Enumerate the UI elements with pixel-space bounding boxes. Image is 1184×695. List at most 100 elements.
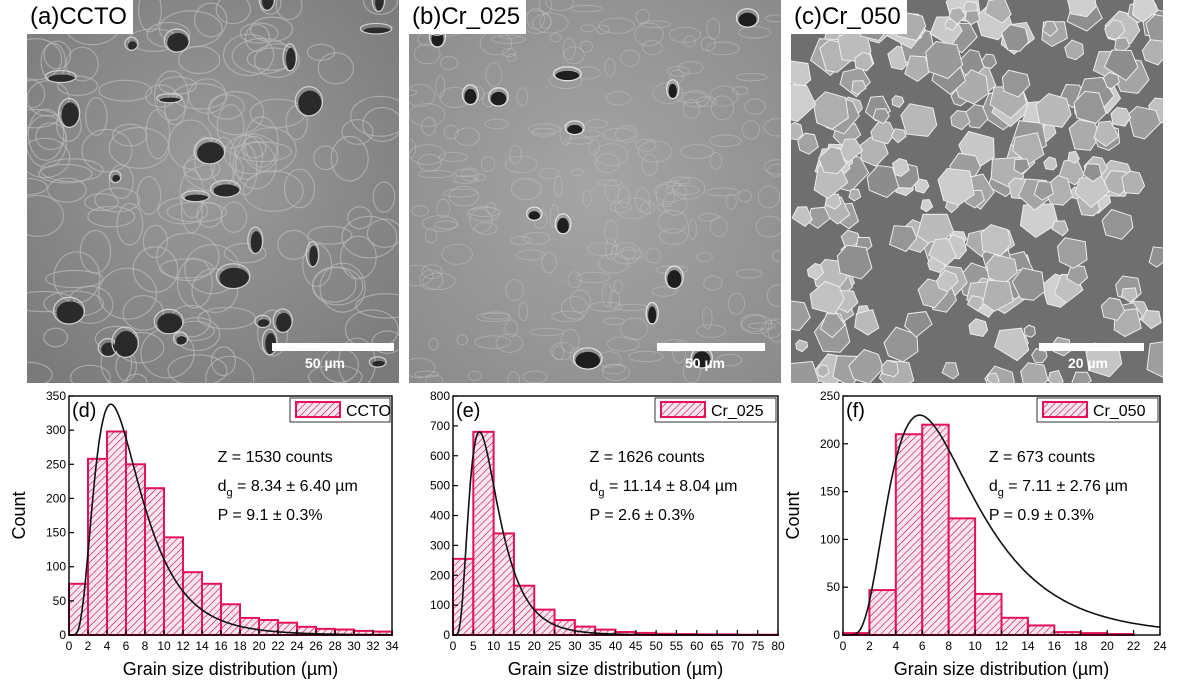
annotation: dg = 11.14 ± 8.04 µm [590, 478, 738, 499]
panel-letter: (d) [72, 400, 96, 422]
y-tick-label: 50 [53, 594, 67, 608]
y-tick-label: 0 [443, 628, 450, 642]
x-tick-label: 22 [1127, 639, 1141, 653]
x-tick-label: 65 [710, 639, 724, 653]
histogram-bar [472, 430, 495, 636]
sem-texture [791, 0, 1163, 383]
y-tick-label: 200 [820, 437, 840, 451]
histogram-bar [1026, 624, 1056, 637]
fit-curve [843, 414, 1161, 636]
histogram-1: 0 5 10 15 20 25 30 35 40 45 50 55 60 65 70 75 8001002003… [430, 389, 785, 679]
x-tick-label: 70 [731, 639, 745, 653]
x-tick-label: 8 [142, 639, 149, 653]
histogram-bar [125, 463, 146, 636]
annotation: dg = 7.11 ± 2.76 µm [989, 478, 1128, 499]
histogram-bar [894, 433, 924, 636]
x-tick-label: 14 [1021, 639, 1035, 653]
sem-image-cr-025: (b)Cr_025 50 µm [409, 0, 781, 383]
y-tick-label: 100 [430, 598, 450, 612]
fit-curve [69, 403, 392, 636]
y-tick-label: 150 [820, 485, 840, 499]
x-tick-label: 20 [252, 639, 266, 653]
annotation: P = 2.6 ± 0.3% [590, 507, 695, 524]
y-tick-label: 400 [430, 509, 450, 523]
y-tick-label: 200 [430, 568, 450, 582]
x-tick-label: 4 [892, 639, 899, 653]
x-tick-label: 35 [589, 639, 603, 653]
x-tick-label: 8 [945, 639, 952, 653]
sem-image-ccto: (a)CCTO 50 µm [27, 0, 399, 383]
x-tick-label: 16 [214, 639, 228, 653]
x-tick-label: 0 [840, 639, 847, 653]
x-tick-label: 45 [629, 639, 643, 653]
x-tick-label: 12 [176, 639, 190, 653]
histogram-charts: 0 2 4 6 8 10 12 14 16 18 20 22 24 26 28 30 32 34050100150… [9, 389, 1167, 679]
histogram-bar [974, 592, 1003, 636]
panel-label-c: (c)Cr_050 [791, 0, 907, 34]
y-tick-label: 300 [430, 538, 450, 552]
x-axis-label: Grain size distribution (µm) [508, 659, 723, 679]
x-tick-label: 28 [328, 639, 342, 653]
x-tick-label: 18 [233, 639, 247, 653]
x-tick-label: 40 [609, 639, 623, 653]
y-tick-label: 0 [833, 628, 840, 642]
x-tick-label: 0 [66, 639, 73, 653]
histogram-bar [947, 517, 977, 636]
legend-label: Cr_025 [711, 403, 764, 420]
y-tick-label: 150 [46, 526, 66, 540]
x-tick-label: 22 [271, 639, 285, 653]
x-tick-label: 10 [487, 639, 501, 653]
y-tick-label: 50 [827, 580, 841, 594]
scale-label: 50 µm [685, 355, 725, 371]
scale-bar [1039, 343, 1144, 351]
histogram-bar [201, 582, 222, 637]
x-tick-label: 10 [157, 639, 171, 653]
histogram-bar [220, 603, 241, 636]
x-tick-label: 26 [309, 639, 323, 653]
y-tick-label: 300 [46, 423, 66, 437]
histogram-bar [1000, 616, 1029, 637]
panel-label-a: (a)CCTO [27, 0, 133, 34]
y-tick-label: 200 [46, 491, 66, 505]
panel-letter: (f) [846, 400, 865, 422]
y-tick-label: 600 [430, 449, 450, 463]
legend-swatch [660, 401, 706, 418]
histogram-bar [492, 532, 515, 636]
x-tick-label: 30 [568, 639, 582, 653]
annotation: Z = 1626 counts [590, 449, 705, 466]
histogram-bar [921, 423, 950, 637]
y-axis-label: Count [783, 491, 803, 539]
x-tick-label: 16 [1048, 639, 1062, 653]
y-tick-label: 100 [46, 560, 66, 574]
histogram-bar [868, 589, 897, 636]
y-tick-label: 250 [46, 457, 66, 471]
annotation: Z = 673 counts [989, 449, 1095, 466]
scale-label: 50 µm [305, 355, 345, 371]
x-tick-label: 34 [385, 639, 399, 653]
y-tick-label: 250 [820, 389, 840, 403]
x-tick-label: 14 [195, 639, 209, 653]
panel-label-b: (b)Cr_025 [409, 0, 527, 34]
y-tick-label: 100 [820, 532, 840, 546]
legend-label: CCTO [346, 403, 391, 420]
x-axis-label: Grain size distribution (µm) [123, 659, 338, 679]
histogram-bar [512, 584, 536, 637]
x-tick-label: 75 [751, 639, 765, 653]
annotation: dg = 8.34 ± 6.40 µm [218, 478, 358, 499]
scale-bar [657, 343, 765, 351]
x-tick-label: 30 [347, 639, 361, 653]
y-axis-label: Count [9, 491, 29, 539]
scale-label: 20 µm [1068, 355, 1108, 371]
x-tick-label: 4 [104, 639, 111, 653]
histogram-bar [182, 571, 203, 636]
sem-texture [27, 0, 399, 383]
x-tick-label: 80 [771, 639, 785, 653]
x-tick-label: 0 [450, 639, 457, 653]
x-tick-label: 60 [690, 639, 704, 653]
x-tick-label: 6 [919, 639, 926, 653]
x-tick-label: 24 [1153, 639, 1167, 653]
legend-swatch [1042, 401, 1088, 418]
legend-swatch [295, 401, 341, 418]
annotation: P = 9.1 ± 0.3% [218, 507, 323, 524]
x-tick-label: 2 [866, 639, 873, 653]
